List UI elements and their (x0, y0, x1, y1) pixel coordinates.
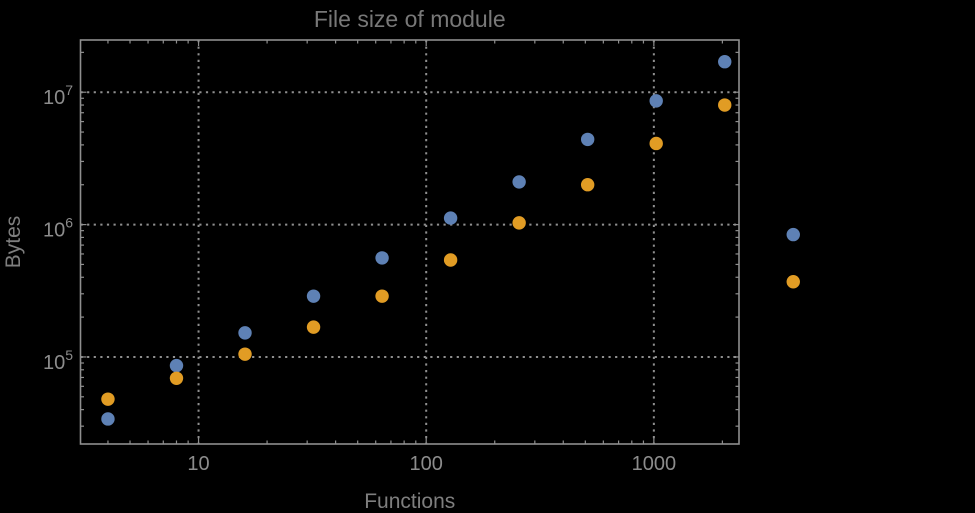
x-tick-label: 100 (410, 453, 443, 475)
data-point (718, 55, 732, 69)
data-point (306, 289, 321, 303)
data-point (649, 136, 663, 151)
blue-series (101, 55, 800, 426)
gridlines (80, 40, 739, 444)
y-tick-label: 106 (43, 215, 73, 242)
data-point (238, 326, 252, 340)
data-point (786, 275, 800, 289)
orange-series (101, 98, 800, 406)
x-axis-label: Functions (364, 490, 455, 513)
data-point (169, 358, 184, 373)
data-point (512, 216, 526, 230)
data-point (718, 98, 732, 112)
data-point (786, 227, 800, 242)
data-point (580, 178, 595, 192)
y-tick-label: 107 (43, 82, 73, 109)
y-axis-label: Bytes (2, 216, 25, 269)
data-point (649, 94, 663, 108)
data-point (101, 412, 115, 426)
data-point (238, 347, 252, 361)
data-point (375, 289, 389, 303)
data-point (580, 132, 595, 147)
data-point (512, 175, 526, 189)
data-point (169, 371, 184, 385)
data-point (443, 211, 458, 225)
x-tick-label: 10 (187, 453, 209, 475)
data-point (443, 253, 458, 267)
chart-title: File size of module (314, 6, 506, 32)
x-tick-label: 1000 (632, 453, 677, 475)
data-point (101, 392, 115, 406)
plot-frame (79, 39, 740, 445)
data-point (306, 320, 321, 334)
data-point (375, 251, 389, 265)
y-tick-label: 105 (43, 347, 73, 374)
